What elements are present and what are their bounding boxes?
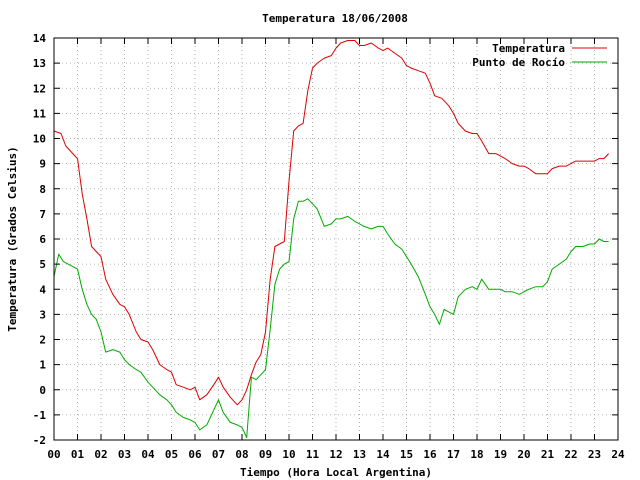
y-tick-label: 4 xyxy=(39,283,46,296)
y-tick-label: 3 xyxy=(39,308,46,321)
ticks: 00 01 02 03 04 05 06 07 08 09 10 11 12 13 14 15 16 17 18 19… xyxy=(33,32,625,461)
x-tick-label: 20 xyxy=(517,448,530,461)
y-tick-label: 12 xyxy=(33,82,46,95)
y-tick-label: 8 xyxy=(39,183,46,196)
x-tick-label: 08 xyxy=(235,448,248,461)
y-tick-label: 2 xyxy=(39,334,46,347)
legend-label-temperatura: Temperatura xyxy=(492,42,565,55)
x-tick-label: 04 xyxy=(141,448,155,461)
x-axis-label: Tiempo (Hora Local Argentina) xyxy=(240,466,432,479)
y-tick-label: -1 xyxy=(33,409,47,422)
y-tick-label: 6 xyxy=(39,233,46,246)
x-tick-label: 02 xyxy=(94,448,107,461)
x-tick-label: 23 xyxy=(588,448,601,461)
y-tick-label: 7 xyxy=(39,208,46,221)
y-tick-label: 1 xyxy=(39,359,46,372)
y-tick-label: 0 xyxy=(39,384,46,397)
series-line-temperatura xyxy=(53,40,609,406)
x-tick-label: 16 xyxy=(423,448,437,461)
y-tick-label: 11 xyxy=(33,107,47,120)
series-layer xyxy=(53,40,609,438)
x-tick-label: 15 xyxy=(400,448,413,461)
x-tick-label: 07 xyxy=(212,448,225,461)
x-tick-label: 05 xyxy=(165,448,178,461)
x-tick-label: 01 xyxy=(71,448,85,461)
x-tick-label: 13 xyxy=(353,448,366,461)
x-tick-label: 18 xyxy=(470,448,483,461)
y-tick-label: 10 xyxy=(33,133,46,146)
x-tick-label: 17 xyxy=(447,448,460,461)
grid xyxy=(54,38,618,440)
x-tick-label: 14 xyxy=(376,448,390,461)
x-tick-label: 00 xyxy=(47,448,60,461)
legend-label-punto-de-rocio: Punto de Rocío xyxy=(472,56,565,69)
x-tick-label: 11 xyxy=(306,448,320,461)
x-tick-label: 24 xyxy=(611,448,625,461)
x-tick-label: 06 xyxy=(188,448,202,461)
y-tick-label: 9 xyxy=(39,158,46,171)
x-tick-label: 21 xyxy=(541,448,555,461)
x-tick-label: 22 xyxy=(564,448,577,461)
y-tick-label: 13 xyxy=(33,57,46,70)
y-tick-label: 14 xyxy=(33,32,47,45)
series-line-punto-de-rocio xyxy=(53,198,609,438)
x-tick-label: 03 xyxy=(118,448,131,461)
x-tick-label: 19 xyxy=(494,448,507,461)
x-tick-label: 12 xyxy=(329,448,342,461)
y-tick-label: -2 xyxy=(33,434,46,447)
y-tick-label: 5 xyxy=(39,258,46,271)
y-axis-label: Temperatura (Grados Celsius) xyxy=(6,146,19,331)
chart-title: Temperatura 18/06/2008 xyxy=(262,12,408,25)
x-tick-label: 09 xyxy=(259,448,272,461)
x-tick-label: 10 xyxy=(282,448,295,461)
